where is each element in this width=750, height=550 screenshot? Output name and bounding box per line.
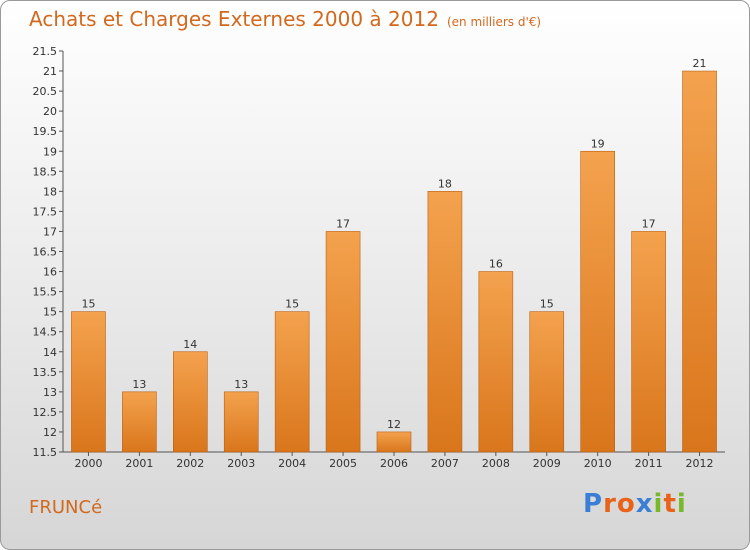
y-tick-label: 21 bbox=[43, 65, 57, 78]
logo-letter: P bbox=[583, 489, 604, 519]
logo-letter: i bbox=[676, 489, 687, 519]
logo-letter: t bbox=[663, 489, 677, 519]
y-tick-label: 14.5 bbox=[33, 326, 58, 339]
y-tick-label: 17.5 bbox=[33, 205, 58, 218]
y-tick-label: 11.5 bbox=[33, 446, 58, 459]
logo-letter: i bbox=[653, 489, 664, 519]
x-tick-label: 2009 bbox=[533, 457, 561, 470]
proxiti-logo: Proxiti bbox=[583, 489, 687, 519]
y-tick-label: 12 bbox=[43, 426, 57, 439]
bar-2002 bbox=[173, 351, 208, 453]
bar-2012 bbox=[682, 70, 717, 453]
bar-value-label: 17 bbox=[642, 217, 656, 230]
x-tick-label: 2008 bbox=[482, 457, 510, 470]
bar-2001 bbox=[122, 391, 157, 453]
y-tick-label: 21.5 bbox=[33, 45, 58, 58]
bar-2009 bbox=[529, 311, 565, 453]
y-tick-label: 19.5 bbox=[33, 125, 58, 138]
y-tick-label: 18.5 bbox=[33, 165, 58, 178]
x-tick-label: 2005 bbox=[329, 457, 357, 470]
x-tick-label: 2006 bbox=[380, 457, 408, 470]
x-tick-label: 2010 bbox=[584, 457, 612, 470]
bar-value-label: 16 bbox=[489, 258, 503, 271]
bar-value-label: 15 bbox=[540, 298, 554, 311]
bar-2004 bbox=[274, 311, 310, 453]
bar-2003 bbox=[223, 391, 259, 453]
y-tick-label: 16 bbox=[43, 266, 57, 279]
bar-2008 bbox=[478, 271, 514, 453]
x-tick-label: 2002 bbox=[176, 457, 204, 470]
y-tick-label: 13 bbox=[43, 386, 57, 399]
y-tick-label: 18 bbox=[43, 185, 57, 198]
bar-2000 bbox=[71, 311, 106, 453]
bar-value-label: 18 bbox=[438, 177, 452, 190]
bar-2007 bbox=[427, 191, 463, 453]
x-tick-label: 2012 bbox=[686, 457, 714, 470]
bar-value-label: 17 bbox=[336, 217, 350, 230]
bar-value-label: 12 bbox=[387, 418, 401, 431]
x-tick-label: 2001 bbox=[125, 457, 153, 470]
y-tick-label: 14 bbox=[43, 346, 57, 359]
y-tick-label: 20.5 bbox=[33, 85, 58, 98]
logo-letter: o bbox=[616, 489, 636, 519]
chart-title-text: Achats et Charges Externes 2000 à 2012 bbox=[29, 7, 439, 31]
bar-2011 bbox=[631, 231, 666, 453]
bar-value-label: 13 bbox=[132, 378, 146, 391]
y-tick-label: 20 bbox=[43, 105, 57, 118]
x-tick-label: 2003 bbox=[227, 457, 255, 470]
chart-title: Achats et Charges Externes 2000 à 2012 (e… bbox=[29, 7, 541, 31]
logo-letter: x bbox=[635, 489, 654, 519]
y-tick-label: 12.5 bbox=[33, 406, 58, 419]
bar-value-label: 21 bbox=[693, 57, 707, 70]
x-tick-label: 2007 bbox=[431, 457, 459, 470]
y-tick-label: 15.5 bbox=[33, 286, 58, 299]
bar-value-label: 13 bbox=[234, 378, 248, 391]
bar-2006 bbox=[376, 431, 412, 453]
bar-2005 bbox=[325, 231, 361, 453]
y-tick-label: 16.5 bbox=[33, 246, 58, 259]
y-tick-label: 17 bbox=[43, 225, 57, 238]
y-tick-label: 15 bbox=[43, 306, 57, 319]
x-tick-label: 2004 bbox=[278, 457, 306, 470]
bar-2010 bbox=[580, 150, 615, 453]
bar-value-label: 14 bbox=[183, 338, 197, 351]
logo-letter: r bbox=[603, 489, 617, 519]
x-tick-label: 2011 bbox=[635, 457, 663, 470]
bar-value-label: 15 bbox=[81, 298, 95, 311]
y-tick-label: 13.5 bbox=[33, 366, 58, 379]
bar-value-label: 19 bbox=[591, 137, 605, 150]
commune-name: FRUNCé bbox=[29, 497, 103, 518]
x-tick-label: 2000 bbox=[74, 457, 102, 470]
bar-value-label: 15 bbox=[285, 298, 299, 311]
y-tick-label: 19 bbox=[43, 145, 57, 158]
chart-unit: (en milliers d'€) bbox=[446, 15, 542, 29]
